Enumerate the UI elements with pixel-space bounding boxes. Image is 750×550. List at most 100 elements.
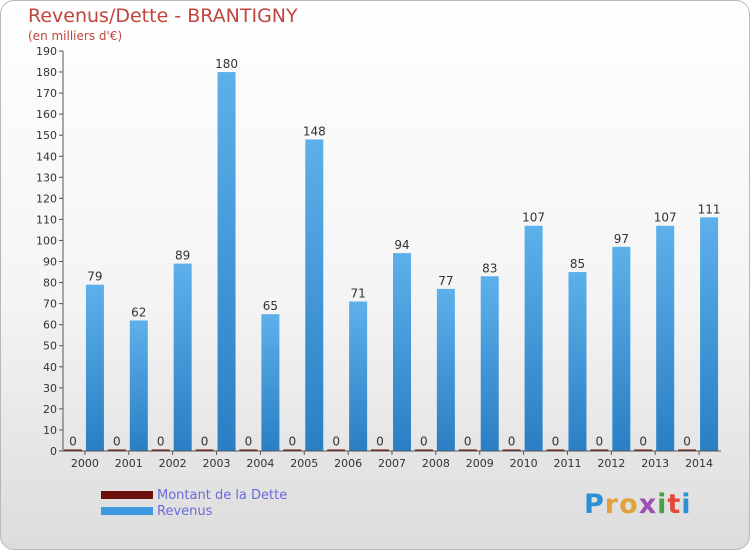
bar-revenus xyxy=(700,217,719,451)
data-label-dette: 0 xyxy=(69,435,77,449)
data-label-revenus: 97 xyxy=(614,232,629,246)
y-tick-label: 160 xyxy=(36,108,57,121)
y-tick-label: 50 xyxy=(43,340,57,353)
legend-label-dette: Montant de la Dette xyxy=(157,487,288,503)
data-label-dette: 0 xyxy=(420,435,428,449)
bar-dette xyxy=(195,449,214,451)
data-label-revenus: 89 xyxy=(175,249,190,263)
bar-revenus xyxy=(568,272,587,451)
bar-dette xyxy=(239,449,258,451)
data-label-dette: 0 xyxy=(201,435,209,449)
data-label-dette: 0 xyxy=(332,435,340,449)
x-tick-label: 2013 xyxy=(641,457,669,470)
y-tick-label: 180 xyxy=(36,66,57,79)
data-label-revenus: 77 xyxy=(438,274,453,288)
axes-group: 0 10 20 30 40 50 60 70 80 90 100 110 120 130 140 150 160… xyxy=(36,45,721,470)
data-label-dette: 0 xyxy=(157,435,165,449)
legend-item-dette: Montant de la Dette xyxy=(101,487,287,503)
data-label-dette: 0 xyxy=(376,435,384,449)
x-tick-label: 2008 xyxy=(422,457,450,470)
data-label-revenus: 62 xyxy=(131,305,146,319)
x-tick-label: 2000 xyxy=(71,457,99,470)
legend-swatch-dette xyxy=(101,491,153,499)
y-tick-label: 70 xyxy=(43,298,57,311)
bar-revenus xyxy=(656,225,675,451)
x-tick-label: 2011 xyxy=(553,457,581,470)
x-tick-label: 2001 xyxy=(115,457,143,470)
bars-group xyxy=(63,72,719,451)
chart-subtitle: (en milliers d'€) xyxy=(28,29,123,43)
legend-label-revenus: Revenus xyxy=(157,503,213,519)
chart-title: Revenus/Dette - BRANTIGNY xyxy=(28,5,298,27)
data-label-dette: 0 xyxy=(596,435,604,449)
bar-dette xyxy=(107,449,126,451)
proxiti-logo: Proxiti xyxy=(584,489,692,520)
bar-revenus xyxy=(217,72,236,451)
bar-dette xyxy=(151,449,170,451)
y-tick-label: 20 xyxy=(43,403,57,416)
data-label-revenus: 85 xyxy=(570,257,585,271)
y-tick-label: 190 xyxy=(36,45,57,58)
data-label-revenus: 94 xyxy=(394,238,409,252)
bar-dette xyxy=(590,449,609,451)
y-tick-label: 30 xyxy=(43,382,57,395)
data-label-dette: 0 xyxy=(508,435,516,449)
y-tick-label: 10 xyxy=(43,424,57,437)
x-tick-label: 2007 xyxy=(378,457,406,470)
bar-dette xyxy=(283,449,302,451)
bar-dette xyxy=(414,449,433,451)
bar-dette xyxy=(634,449,653,451)
y-tick-label: 110 xyxy=(36,213,57,226)
labels-group: 0 79 0 62 0 89 0 180 0 65 0 148 0 71 0 94 0 77 0 83 0 107 0 85 0… xyxy=(69,57,720,448)
bar-revenus xyxy=(349,301,368,451)
data-label-revenus: 83 xyxy=(482,261,497,275)
bar-revenus xyxy=(436,288,455,451)
x-tick-label: 2002 xyxy=(159,457,187,470)
data-label-dette: 0 xyxy=(639,435,647,449)
y-tick-label: 120 xyxy=(36,192,57,205)
data-label-revenus: 180 xyxy=(215,57,238,71)
y-tick-label: 60 xyxy=(43,319,57,332)
data-label-revenus: 65 xyxy=(263,299,278,313)
data-label-revenus: 148 xyxy=(303,124,326,138)
bar-revenus xyxy=(173,263,192,451)
y-tick-label: 170 xyxy=(36,87,57,100)
bar-revenus xyxy=(393,253,411,451)
y-tick-label: 0 xyxy=(50,445,57,458)
data-label-dette: 0 xyxy=(464,435,472,449)
data-label-revenus: 107 xyxy=(522,211,545,225)
x-tick-label: 2004 xyxy=(246,457,274,470)
data-label-dette: 0 xyxy=(245,435,253,449)
y-tick-label: 90 xyxy=(43,256,57,269)
x-tick-label: 2005 xyxy=(290,457,318,470)
bar-dette xyxy=(63,449,82,451)
x-tick-label: 2014 xyxy=(685,457,713,470)
x-tick-label: 2010 xyxy=(510,457,538,470)
y-tick-label: 80 xyxy=(43,277,57,290)
bar-revenus xyxy=(524,225,543,451)
y-tick-label: 40 xyxy=(43,361,57,374)
y-tick-label: 150 xyxy=(36,129,57,142)
x-tick-label: 2003 xyxy=(203,457,231,470)
legend: Montant de la Dette Revenus xyxy=(101,487,287,519)
data-label-dette: 0 xyxy=(113,435,121,449)
x-tick-label: 2009 xyxy=(466,457,494,470)
bar-dette xyxy=(502,449,521,451)
data-label-revenus: 71 xyxy=(350,287,365,301)
x-tick-label: 2012 xyxy=(597,457,625,470)
x-tick-label: 2006 xyxy=(334,457,362,470)
bar-revenus xyxy=(612,246,631,451)
bar-dette xyxy=(546,449,565,451)
bar-revenus xyxy=(261,314,280,451)
data-label-dette: 0 xyxy=(683,435,691,449)
bar-revenus xyxy=(305,139,324,451)
bar-revenus xyxy=(480,276,499,451)
data-label-revenus: 107 xyxy=(654,211,677,225)
bar-dette xyxy=(371,449,389,451)
data-label-revenus: 79 xyxy=(87,270,102,284)
y-tick-label: 100 xyxy=(36,234,57,247)
bar-revenus xyxy=(129,320,148,451)
y-tick-label: 130 xyxy=(36,171,57,184)
